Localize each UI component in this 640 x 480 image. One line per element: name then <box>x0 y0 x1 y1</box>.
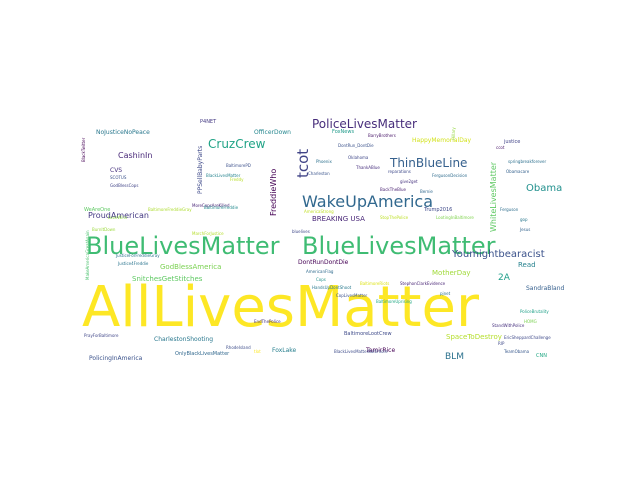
cloud-word: Phoenix <box>316 159 332 164</box>
cloud-word: RhodeIsland <box>226 345 251 350</box>
cloud-word: Cops <box>316 277 326 282</box>
cloud-word: FoxNews <box>332 129 355 135</box>
cloud-word: EndThePolice <box>254 319 281 324</box>
word-cloud: AllLivesMatter BlueLivesMatter BlueLivesMa… <box>80 112 564 368</box>
cloud-word: CashinIn <box>118 151 153 160</box>
cloud-word: AmericaStrong <box>304 209 334 214</box>
cloud-word: SnitchesGetStitches <box>132 275 203 283</box>
cloud-word: CNN <box>536 353 547 359</box>
cloud-word: CharlestonShooting <box>154 336 214 343</box>
cloud-word: ThinBlueLine <box>390 156 468 170</box>
cloud-word: justice <box>504 139 521 145</box>
cloud-word: BLM <box>445 352 464 362</box>
cloud-word: give2get <box>400 179 418 184</box>
cloud-word: BaltimoreLootCrew <box>344 331 392 337</box>
cloud-word: HOMG <box>524 319 537 324</box>
cloud-word: SandraBland <box>526 285 565 292</box>
cloud-word: CopLivesMatter <box>336 293 368 298</box>
cloud-word: BaltimoreUprising <box>376 299 412 304</box>
cloud-word: P4NET <box>200 119 217 125</box>
cloud-word: CVS <box>110 167 123 174</box>
cloud-word: Obamacare <box>506 169 530 174</box>
cloud-word: StopThePolice <box>380 215 409 220</box>
cloud-word: SCOTUS <box>110 175 127 180</box>
cloud-word: Justice4Freddie <box>118 261 149 266</box>
cloud-word: GodBlessAmerica <box>160 263 222 271</box>
cloud-word: LoveWins <box>108 215 128 220</box>
cloud-word: DontRunDontDie <box>298 259 349 266</box>
cloud-word: DontRun_DontDie <box>338 143 374 148</box>
cloud-word: BREAKING USA <box>312 215 365 223</box>
cloud-word: StandWithPolice <box>492 323 525 328</box>
cloud-word: Jesus <box>520 227 531 232</box>
cloud-word: Obama <box>526 183 563 194</box>
cloud-word: BaltimorePD <box>226 163 251 168</box>
cloud-word: Trump2016 <box>424 207 453 213</box>
cloud-word: GodBlessCops <box>110 183 139 188</box>
cloud-word: ccot <box>496 145 505 150</box>
cloud-word: BlackLivesMatterBaltimore <box>334 349 388 354</box>
cloud-word: Hillary <box>451 127 456 140</box>
cloud-word: SpaceToDestroy <box>446 333 502 341</box>
cloud-word: EricSheppardChallenge <box>504 335 551 340</box>
cloud-word: LootingInBaltimore <box>436 215 474 220</box>
cloud-word: StephonClarkEvidence <box>400 281 446 286</box>
cloud-word: RIP <box>498 341 505 346</box>
cloud-word: FoxLake <box>272 347 297 354</box>
cloud-word: gop <box>520 217 528 222</box>
cloud-word: PrayForBaltimore <box>84 333 119 338</box>
cloud-word: PoliceBrutality <box>520 309 549 314</box>
cloud-word: springbreakforever <box>508 159 547 164</box>
cloud-word: Read <box>518 261 536 269</box>
cloud-word: OnlyBlackLivesMatter <box>175 351 230 357</box>
cloud-word: MakeAmericaGreatAgain <box>85 230 90 280</box>
cloud-word: FergusonDecision <box>432 173 468 178</box>
cloud-word: OfficerDown <box>254 129 291 136</box>
cloud-word: ProudAmerican <box>88 211 149 220</box>
cloud-word: BurnItDown <box>92 227 116 232</box>
cloud-word: BlueLivesMatter <box>302 232 496 260</box>
cloud-word: Ferguson <box>500 207 519 212</box>
cloud-word: NoJusticeNoPeace <box>96 129 150 136</box>
cloud-word: 2A <box>498 273 510 283</box>
cloud-word: BaltimoreFreddieGray <box>148 207 192 212</box>
cloud-word: Bernie <box>420 189 433 194</box>
cloud-word: Freddy <box>230 177 244 182</box>
cloud-word: PoliceLivesMatter <box>312 117 417 131</box>
cloud-word: WhiteLivesMatter <box>489 161 498 232</box>
cloud-word: Oklahoma <box>348 155 369 160</box>
cloud-word: tlot <box>254 349 261 354</box>
cloud-word: BarryBrothers <box>368 133 396 138</box>
cloud-word: FreddieWho <box>269 168 278 216</box>
cloud-word: MoreCopsAreKilled <box>192 203 230 208</box>
cloud-word: BaltimoreRiots <box>360 281 390 286</box>
cloud-word: TamirRice <box>366 347 396 354</box>
cloud-word: BaltimoreFreddie <box>204 205 239 210</box>
cloud-word: MarchForJustice <box>192 231 224 236</box>
cloud-word: bluelives <box>292 229 310 234</box>
cloud-word: WakeUpAmerica <box>302 192 434 211</box>
cloud-word: reparations <box>388 169 411 174</box>
cloud-word: pjnet <box>440 291 451 296</box>
cloud-word: WeAreOne <box>84 207 111 213</box>
cloud-word: HappyMemorialDay <box>412 137 472 144</box>
cloud-word: Charleston <box>308 171 330 176</box>
cloud-word: AllLivesMatter <box>82 275 479 340</box>
cloud-word: ThankABlue <box>356 165 380 170</box>
cloud-word: BackTheBlue <box>380 187 407 192</box>
cloud-word: MotherDay <box>432 269 471 277</box>
cloud-word: TeamObama <box>504 349 530 354</box>
cloud-word: HandsUpDontShoot <box>312 285 352 290</box>
cloud-word: PolicingInAmerica <box>89 355 143 362</box>
cloud-word: BlueLivesMatter <box>86 232 280 260</box>
cloud-word: PPSellBabyParts <box>197 145 204 194</box>
cloud-word: AmericanFlag <box>306 269 334 274</box>
cloud-word: CruzCrew <box>208 137 266 151</box>
cloud-word: BlackLivesMatter <box>206 173 241 178</box>
cloud-word: JusticeForFreddieGray <box>116 253 160 258</box>
cloud-word: Youmightbearacist <box>452 249 545 260</box>
cloud-word: BlackTwitter <box>81 137 86 162</box>
